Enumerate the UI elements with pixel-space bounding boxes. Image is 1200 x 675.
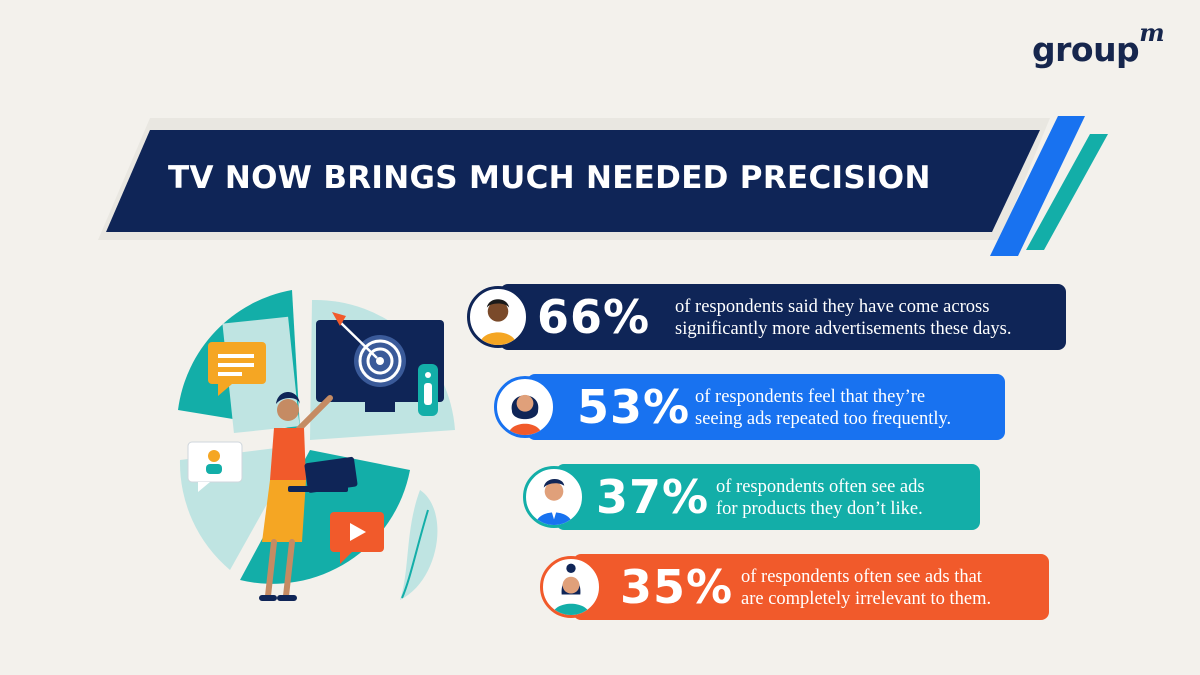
stat-line-1: of respondents feel that they’re	[695, 387, 926, 407]
stat-percent: 66%	[537, 290, 651, 344]
stat-percent: 53%	[577, 380, 691, 434]
target-ring-2	[366, 347, 394, 375]
person-avatar-icon	[540, 556, 602, 618]
stat-line-1: of respondents said they have come acros…	[675, 297, 990, 317]
logo-superscript: m	[1139, 18, 1165, 47]
pie-segment-bottom	[240, 450, 410, 584]
stat-description: of respondents feel that they’re seeing …	[695, 386, 951, 430]
laptop-icon	[304, 456, 358, 493]
target-ring-1	[358, 339, 402, 383]
stat-percent: 35%	[620, 560, 734, 614]
logo-text: group	[1032, 30, 1140, 69]
stat-card-53: 53% of respondents feel that they’re see…	[494, 374, 1005, 440]
stat-percent: 37%	[596, 470, 710, 524]
banner-stripe-teal	[1026, 134, 1108, 250]
tv-targeting-illustration	[178, 290, 455, 601]
woman-top	[270, 428, 306, 480]
banner-title: TV NOW BRINGS MUCH NEEDED PRECISION	[168, 160, 931, 196]
person-avatar-icon	[467, 286, 529, 348]
stat-card-35: 35% of respondents often see ads that ar…	[540, 554, 1049, 620]
stat-line-2: for products they don’t like.	[716, 499, 923, 519]
banner-shape	[106, 130, 1040, 232]
title-banner	[98, 116, 1108, 256]
target-center	[376, 357, 384, 365]
stat-line-2: significantly more advertisements these …	[675, 319, 1012, 339]
stat-line-1: of respondents often see ads that	[741, 567, 982, 587]
arrow-fletch	[332, 312, 346, 326]
woman-arm	[295, 395, 333, 433]
person-avatar-icon	[494, 376, 556, 438]
stat-description: of respondents said they have come acros…	[675, 296, 1012, 340]
groupm-logo: groupm	[1032, 18, 1165, 69]
stat-card-66: 66% of respondents said they have come a…	[467, 284, 1066, 350]
stat-description: of respondents often see ads for product…	[716, 476, 925, 520]
banner-stripe-blue	[990, 116, 1085, 256]
stat-line-1: of respondents often see ads	[716, 477, 925, 497]
person-avatar-icon	[523, 466, 585, 528]
woman-legs	[265, 539, 295, 599]
tv-stand	[365, 402, 395, 412]
stat-card-37: 37% of respondents often see ads for pro…	[523, 464, 980, 530]
woman-head	[277, 399, 299, 421]
woman-skirt	[262, 480, 306, 542]
stat-line-2: seeing ads repeated too frequently.	[695, 409, 952, 429]
stat-description: of respondents often see ads that are co…	[741, 566, 991, 610]
user-card-icon	[187, 441, 243, 483]
stat-line-2: are completely irrelevant to them.	[741, 589, 992, 609]
arrow-shaft	[339, 321, 378, 359]
